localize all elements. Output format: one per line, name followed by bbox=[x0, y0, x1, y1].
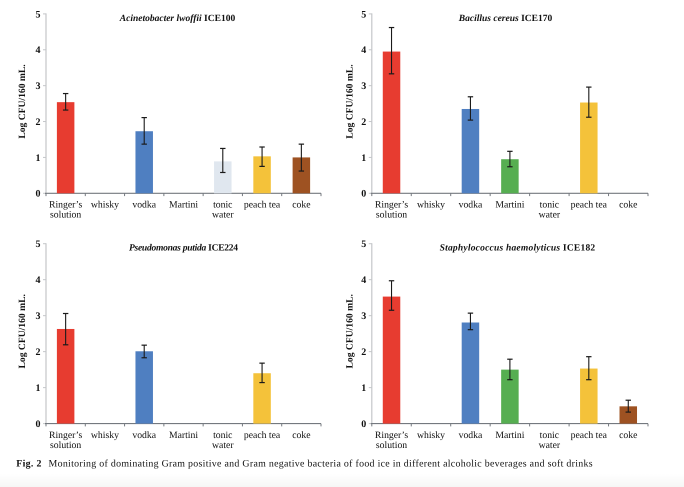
svg-text:tonic: tonic bbox=[213, 430, 232, 441]
svg-text:whisky: whisky bbox=[417, 200, 445, 211]
svg-text:peach tea: peach tea bbox=[571, 200, 608, 211]
svg-text:Martini: Martini bbox=[169, 200, 198, 211]
svg-text:0: 0 bbox=[36, 189, 41, 200]
svg-text:Ringer’s: Ringer’s bbox=[49, 430, 82, 441]
svg-text:3: 3 bbox=[361, 81, 366, 92]
svg-text:tonic: tonic bbox=[540, 430, 559, 441]
svg-text:peach tea: peach tea bbox=[244, 200, 281, 211]
svg-text:Martini: Martini bbox=[169, 430, 198, 441]
svg-text:4: 4 bbox=[361, 45, 366, 56]
svg-text:coke: coke bbox=[619, 430, 637, 441]
svg-text:3: 3 bbox=[36, 81, 41, 92]
svg-text:Ringer’s: Ringer’s bbox=[375, 430, 408, 441]
svg-text:water: water bbox=[539, 440, 561, 451]
svg-text:2: 2 bbox=[361, 117, 366, 128]
svg-text:water: water bbox=[539, 210, 561, 221]
svg-text:solution: solution bbox=[50, 210, 81, 221]
svg-text:Pseudomonas putida ICE224: Pseudomonas putida ICE224 bbox=[129, 243, 238, 253]
svg-text:4: 4 bbox=[361, 275, 366, 286]
svg-text:solution: solution bbox=[376, 440, 407, 451]
svg-text:Acinetobacter lwoffii ICE100: Acinetobacter lwoffii ICE100 bbox=[119, 14, 236, 24]
svg-text:Bacillus cereus ICE170: Bacillus cereus ICE170 bbox=[458, 14, 553, 24]
svg-text:5: 5 bbox=[36, 239, 41, 250]
svg-text:0: 0 bbox=[361, 189, 366, 200]
svg-text:Ringer’s: Ringer’s bbox=[375, 200, 408, 211]
svg-text:Log CFU/160 mL.: Log CFU/160 mL. bbox=[345, 294, 356, 368]
svg-text:1: 1 bbox=[36, 153, 41, 164]
svg-text:water: water bbox=[212, 440, 234, 451]
svg-text:Staphylococcus haemolyticus IC: Staphylococcus haemolyticus ICE182 bbox=[440, 243, 596, 253]
svg-text:2: 2 bbox=[36, 117, 41, 128]
svg-text:1: 1 bbox=[361, 153, 366, 164]
svg-text:2: 2 bbox=[361, 347, 366, 358]
svg-text:whisky: whisky bbox=[417, 430, 445, 441]
svg-text:Martini: Martini bbox=[495, 430, 524, 441]
svg-text:0: 0 bbox=[361, 419, 366, 430]
svg-text:peach tea: peach tea bbox=[571, 430, 608, 441]
svg-text:water: water bbox=[212, 210, 234, 221]
svg-text:Martini: Martini bbox=[495, 200, 524, 211]
svg-text:Log CFU/160 mL.: Log CFU/160 mL. bbox=[17, 64, 28, 138]
svg-text:4: 4 bbox=[36, 275, 41, 286]
svg-text:coke: coke bbox=[619, 200, 637, 211]
svg-text:tonic: tonic bbox=[540, 200, 559, 211]
svg-text:Ringer’s: Ringer’s bbox=[49, 200, 82, 211]
svg-text:1: 1 bbox=[361, 383, 366, 394]
svg-text:whisky: whisky bbox=[91, 200, 119, 211]
svg-text:peach tea: peach tea bbox=[244, 430, 281, 441]
svg-text:solution: solution bbox=[50, 440, 81, 451]
svg-text:5: 5 bbox=[361, 239, 366, 250]
svg-text:1: 1 bbox=[36, 383, 41, 394]
svg-text:3: 3 bbox=[36, 311, 41, 322]
svg-text:2: 2 bbox=[36, 347, 41, 358]
svg-text:tonic: tonic bbox=[213, 200, 232, 211]
svg-text:vodka: vodka bbox=[459, 200, 483, 211]
svg-text:vodka: vodka bbox=[132, 200, 156, 211]
svg-text:vodka: vodka bbox=[132, 430, 156, 441]
svg-text:solution: solution bbox=[376, 210, 407, 221]
svg-text:0: 0 bbox=[36, 419, 41, 430]
svg-text:5: 5 bbox=[361, 9, 366, 20]
svg-text:Log CFU/160 mL.: Log CFU/160 mL. bbox=[17, 294, 28, 368]
svg-text:coke: coke bbox=[292, 430, 310, 441]
svg-text:vodka: vodka bbox=[459, 430, 483, 441]
svg-text:4: 4 bbox=[36, 45, 41, 56]
svg-text:whisky: whisky bbox=[91, 430, 119, 441]
svg-text:Log CFU/160 mL.: Log CFU/160 mL. bbox=[345, 64, 356, 138]
svg-text:3: 3 bbox=[361, 311, 366, 322]
svg-text:coke: coke bbox=[292, 200, 310, 211]
svg-text:5: 5 bbox=[36, 9, 41, 20]
